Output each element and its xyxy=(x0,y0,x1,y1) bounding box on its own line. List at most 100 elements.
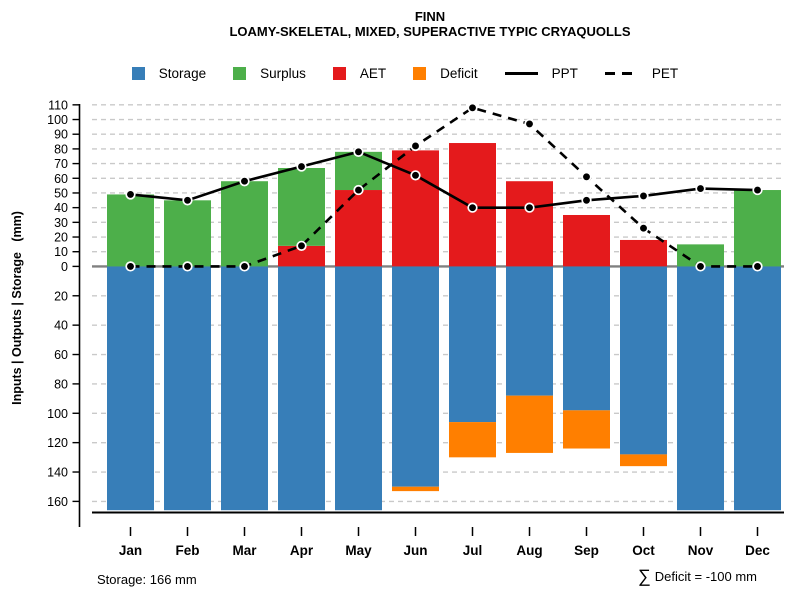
month-label-Jan: Jan xyxy=(119,543,142,558)
legend-item-ppt: PPT xyxy=(504,66,578,81)
y-tick-label: 120 xyxy=(47,436,68,450)
pet-marker xyxy=(410,140,421,152)
title-block: FINN LOAMY-SKELETAL, MIXED, SUPERACTIVE … xyxy=(60,9,800,40)
legend-label: Deficit xyxy=(440,66,478,81)
bar-storage-Jun xyxy=(392,266,439,487)
bar-aet-May xyxy=(335,190,382,267)
month-label-Aug: Aug xyxy=(516,543,542,558)
month-label-Jul: Jul xyxy=(463,543,483,558)
bar-deficit-Aug xyxy=(506,395,553,453)
ppt-line xyxy=(130,150,758,209)
y-tick-label: 60 xyxy=(54,172,68,186)
pet-marker xyxy=(524,118,535,130)
legend-item-pet: PET xyxy=(604,66,679,81)
bar-surplus-Dec xyxy=(734,190,781,267)
bar-surplus-Mar xyxy=(221,181,268,267)
bar-aet-Oct xyxy=(620,239,667,267)
storage-annotation: Storage: 166 mm xyxy=(97,572,197,587)
bar-storage-Aug xyxy=(506,266,553,396)
y-tick-label: 90 xyxy=(54,128,68,142)
ppt-marker xyxy=(410,170,421,181)
bar-storage-Sep xyxy=(563,266,610,411)
month-label-Mar: Mar xyxy=(232,543,257,558)
ppt-marker xyxy=(638,190,649,202)
bar-storage-Dec xyxy=(734,266,781,511)
bar-storage-Oct xyxy=(620,266,667,455)
surplus-swatch-icon xyxy=(233,67,247,80)
deficit-sum-annotation: ∑ Deficit = -100 mm xyxy=(638,567,757,585)
ppt-marker xyxy=(524,202,535,213)
ppt-marker xyxy=(353,146,364,157)
bar-storage-May xyxy=(335,266,382,511)
y-tick-label: 50 xyxy=(54,186,68,200)
y-tick-label: 40 xyxy=(54,319,68,333)
bar-deficit-Jul xyxy=(449,422,496,458)
bar-storage-Feb xyxy=(164,266,211,511)
legend: Storage Surplus AET Deficit PPT PET xyxy=(0,66,800,81)
bar-aet-Aug xyxy=(506,181,553,267)
ppt-marker xyxy=(695,183,706,194)
bar-deficit-Oct xyxy=(620,454,667,467)
pet-marker xyxy=(638,223,649,234)
bar-deficit-Jun xyxy=(392,486,439,492)
y-tick-label: 20 xyxy=(54,231,68,245)
bar-storage-Apr xyxy=(278,266,325,511)
bar-storage-Nov xyxy=(677,266,724,511)
y-tick-label: 80 xyxy=(54,142,68,156)
bar-storage-Jul xyxy=(449,266,496,423)
ppt-marker xyxy=(467,202,478,213)
aet-swatch-icon xyxy=(332,67,346,80)
deficit-sum-text: Deficit = -100 mm xyxy=(654,568,757,584)
y-tick-label: 160 xyxy=(47,495,68,509)
bar-surplus-Feb xyxy=(164,200,211,267)
bar-storage-Jan xyxy=(107,266,154,511)
y-tick-label: 40 xyxy=(54,201,68,215)
ppt-marker xyxy=(752,184,763,196)
pet-marker xyxy=(125,261,136,272)
y-tick-label: 100 xyxy=(47,113,68,127)
y-tick-label: 110 xyxy=(48,98,68,112)
pet-marker xyxy=(353,184,364,196)
ppt-marker xyxy=(296,161,307,172)
ppt-marker xyxy=(581,195,592,206)
y-tick-label: 60 xyxy=(54,348,68,362)
chart-title: FINN xyxy=(414,9,446,24)
month-label-May: May xyxy=(345,543,372,558)
y-tick-label: 140 xyxy=(47,466,68,480)
storage-swatch-icon xyxy=(131,67,145,80)
pet-marker xyxy=(182,261,193,272)
ppt-swatch-icon xyxy=(504,72,538,75)
month-label-Feb: Feb xyxy=(175,543,199,558)
y-tick-label: 100 xyxy=(47,407,68,421)
legend-label: Storage xyxy=(158,66,207,81)
legend-item-storage: Storage xyxy=(131,66,207,81)
pet-marker xyxy=(581,171,592,182)
y-tick-label: 20 xyxy=(54,289,68,303)
y-tick-label: 10 xyxy=(54,245,68,259)
y-tick-label: 0 xyxy=(61,260,68,274)
deficit-swatch-icon xyxy=(413,67,427,80)
ppt-marker xyxy=(125,189,136,200)
bar-aet-Sep xyxy=(563,214,610,267)
month-label-Apr: Apr xyxy=(290,543,314,558)
pet-marker xyxy=(467,102,478,113)
ppt-marker xyxy=(239,176,250,187)
pet-marker xyxy=(239,261,250,272)
pet-line xyxy=(130,106,758,268)
bar-storage-Mar xyxy=(221,266,268,511)
pet-swatch-icon xyxy=(604,72,638,75)
y-tick-label: 30 xyxy=(54,216,68,230)
sigma-icon: ∑ xyxy=(637,566,651,586)
ppt-marker xyxy=(182,195,193,206)
legend-label: PPT xyxy=(551,66,578,81)
bar-surplus-Apr xyxy=(278,167,325,246)
legend-label: AET xyxy=(359,66,387,81)
pet-marker xyxy=(752,261,763,272)
legend-label: Surplus xyxy=(260,66,306,81)
legend-label: PET xyxy=(651,66,679,81)
month-label-Nov: Nov xyxy=(688,543,714,558)
legend-item-aet: AET xyxy=(332,66,387,81)
pet-marker xyxy=(296,240,307,251)
